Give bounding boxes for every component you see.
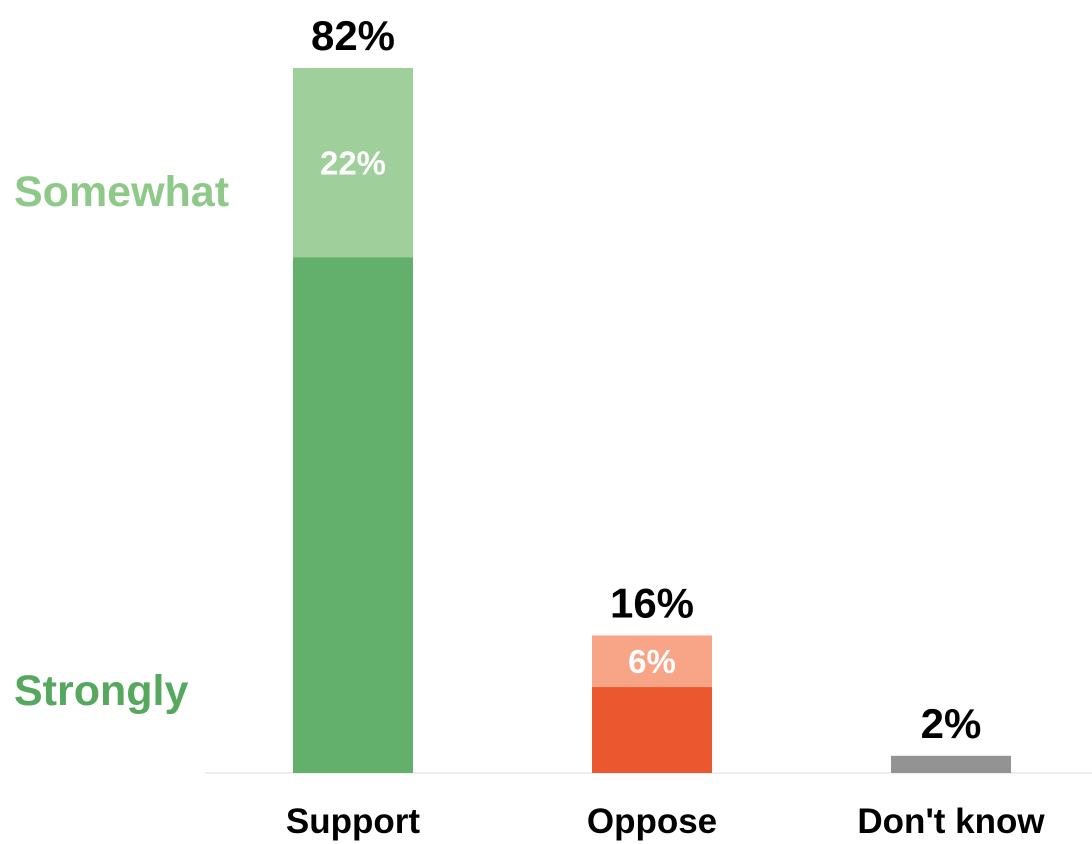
category-label-support: Support	[286, 802, 420, 841]
bar-oppose-strongly	[592, 687, 712, 773]
bar-don-t-know-total	[891, 755, 1011, 773]
legend-group: Somewhat Strongly	[14, 168, 229, 715]
total-label-don-t-know: 2%	[921, 700, 982, 747]
legend-label-strongly: Strongly	[14, 667, 188, 715]
bar-support-strongly	[293, 257, 413, 773]
total-label-oppose: 16%	[610, 579, 694, 626]
bar-oppose-somewhat	[592, 635, 712, 688]
category-label-don-t-know: Don't know	[857, 802, 1045, 841]
legend-label-somewhat: Somewhat	[14, 168, 229, 216]
total-label-support: 82%	[311, 12, 395, 59]
bars-group	[293, 68, 1011, 773]
segment-label-oppose-somewhat: 6%	[628, 643, 676, 680]
labels-group: 22% 82% Support 6% 16% Oppose 2% Don't know	[286, 12, 1045, 841]
bar-support-somewhat	[293, 68, 413, 258]
segment-label-support-somewhat: 22%	[320, 145, 386, 182]
category-label-oppose: Oppose	[587, 802, 717, 841]
